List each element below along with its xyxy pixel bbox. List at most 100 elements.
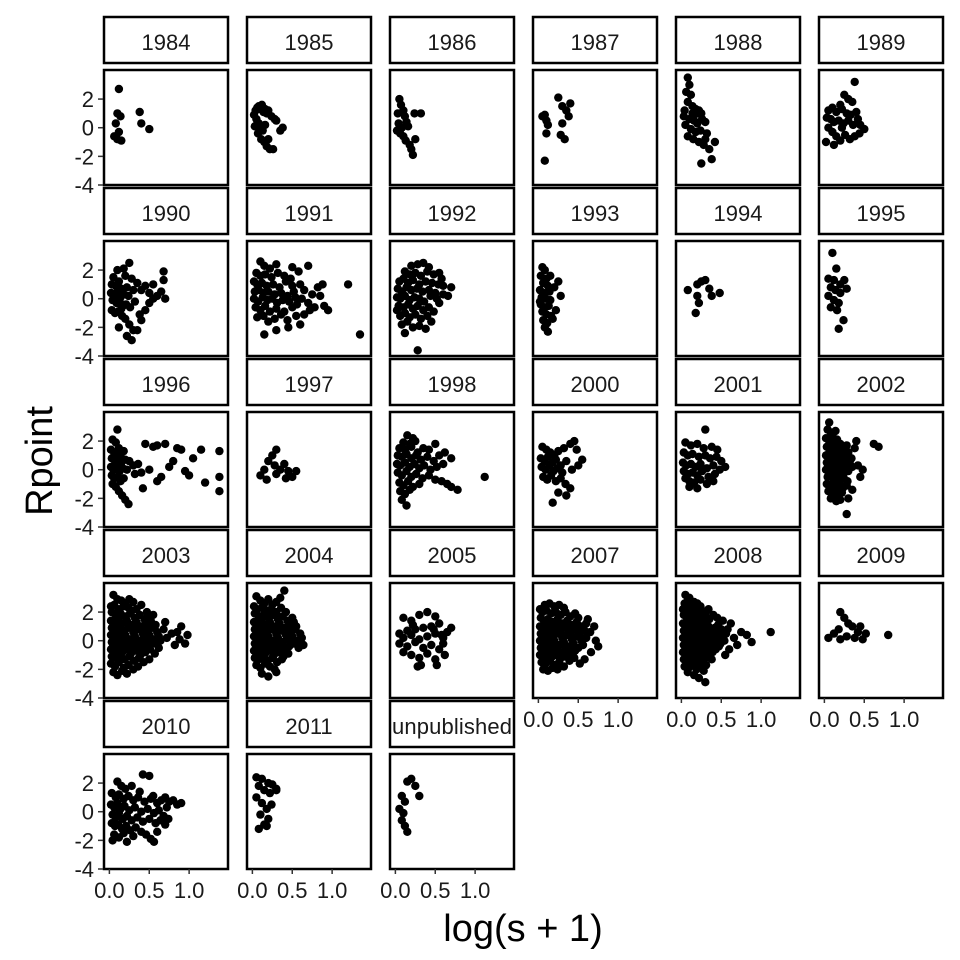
facet-points	[679, 73, 720, 168]
facet-strip	[245, 528, 373, 578]
y-tick-label: 2	[82, 429, 94, 454]
data-point	[122, 669, 132, 678]
data-point	[297, 294, 306, 303]
data-point	[560, 135, 569, 144]
y-tick-label: 2	[82, 258, 94, 283]
data-point	[395, 639, 404, 648]
facet-strip	[102, 528, 230, 578]
data-point	[159, 267, 168, 276]
data-point	[836, 635, 845, 644]
facet-points	[824, 607, 893, 644]
data-point	[836, 495, 845, 504]
data-point	[256, 810, 265, 819]
data-point	[272, 326, 281, 335]
data-point	[164, 814, 173, 824]
data-point	[705, 454, 715, 463]
x-axis-title: log(s + 1)	[443, 908, 602, 950]
data-point	[429, 307, 438, 316]
data-point	[170, 640, 179, 650]
data-point	[113, 425, 122, 434]
data-point	[399, 648, 408, 657]
facet-strip	[245, 15, 373, 65]
data-point	[691, 308, 700, 318]
facet-strip-label: 2010	[142, 714, 191, 739]
y-tick-label: 2	[82, 771, 94, 796]
x-tick-label: 1.0	[460, 878, 491, 903]
data-point	[130, 297, 140, 306]
data-point	[586, 648, 596, 657]
data-point	[264, 287, 273, 296]
data-point	[130, 803, 140, 812]
facet-strip-label: 2004	[285, 543, 334, 568]
data-point	[720, 636, 729, 645]
data-point	[403, 477, 413, 486]
y-tick-label: -2	[74, 828, 94, 853]
data-point	[304, 298, 313, 308]
facet-panel: 2005	[388, 528, 516, 700]
facet-panel: 2007 0.0 0.5 1.0	[523, 528, 659, 732]
data-point	[416, 271, 426, 280]
facet-points	[683, 275, 724, 318]
facet-strip-label: 2008	[714, 543, 763, 568]
data-point	[124, 499, 133, 509]
data-point	[272, 260, 281, 269]
facet-panel: 1995	[817, 186, 945, 358]
data-point	[392, 126, 402, 135]
data-point	[254, 824, 263, 834]
facet-strip-label: 1997	[285, 372, 334, 397]
data-point	[440, 650, 449, 660]
data-point	[119, 446, 128, 456]
data-point	[554, 488, 563, 497]
data-point	[688, 109, 697, 118]
facet-points	[106, 590, 192, 680]
data-point	[260, 465, 269, 474]
data-point	[272, 597, 281, 607]
facet-strip	[674, 15, 802, 65]
x-tick-label: 1.0	[603, 707, 634, 732]
facet-strip-label: 2011	[285, 714, 332, 739]
data-point	[276, 310, 286, 319]
data-point	[399, 808, 408, 818]
y-tick-label: -2	[74, 144, 94, 169]
facet-panel: 1984 2 0 -2 -4	[74, 15, 230, 198]
data-point	[766, 627, 775, 637]
facet-plot-border	[388, 752, 516, 871]
x-tick-label: 0.0	[380, 878, 411, 903]
x-tick-label: 1.0	[174, 878, 205, 903]
facet-points	[678, 425, 730, 493]
facet-strip	[817, 186, 945, 236]
data-point	[721, 462, 730, 472]
data-point	[694, 298, 704, 308]
facet-points	[106, 258, 170, 345]
data-point	[693, 291, 702, 301]
y-tick-label: -2	[74, 486, 94, 511]
data-point	[177, 798, 186, 808]
data-point	[262, 821, 271, 831]
data-point	[686, 441, 696, 450]
data-point	[705, 145, 714, 154]
data-point	[265, 264, 275, 273]
facet-panel: 1991	[245, 186, 373, 358]
data-point	[546, 471, 556, 480]
x-tick-label: 0.5	[849, 707, 880, 732]
y-tick-label: 0	[82, 287, 94, 312]
data-point	[403, 317, 412, 326]
y-tick-label: -4	[74, 173, 94, 198]
data-point	[697, 466, 707, 476]
y-tick-label: -4	[74, 857, 94, 882]
data-point	[570, 653, 579, 663]
data-point	[355, 330, 365, 339]
data-point	[129, 831, 138, 841]
data-point	[415, 321, 424, 331]
data-point	[447, 623, 456, 632]
facet-points	[392, 431, 489, 510]
facet-strip	[102, 186, 230, 236]
data-point	[707, 291, 716, 301]
data-point	[435, 298, 444, 308]
data-point	[252, 793, 261, 802]
facet-panel: 2001	[674, 357, 802, 529]
facet-points	[395, 774, 424, 836]
data-point	[419, 623, 428, 632]
data-point	[688, 449, 697, 459]
data-point	[424, 445, 434, 454]
